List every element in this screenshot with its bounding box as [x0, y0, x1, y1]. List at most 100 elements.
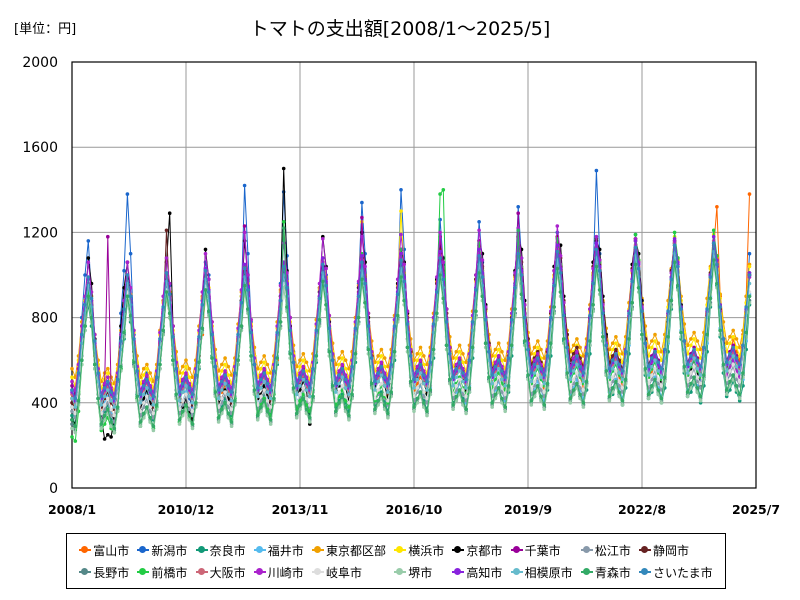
- data-point: [737, 396, 742, 401]
- data-point: [500, 349, 504, 354]
- data-point: [685, 371, 690, 375]
- data-point: [194, 401, 198, 405]
- data-point: [650, 384, 654, 388]
- legend-swatch: [253, 545, 266, 555]
- data-point: [734, 377, 739, 382]
- data-point: [669, 298, 674, 303]
- data-point: [275, 330, 280, 335]
- data-point: [343, 377, 348, 382]
- legend-label: 相模原市: [524, 565, 573, 580]
- chart-title: トマトの支出額[2008/1～2025/5]: [249, 18, 551, 40]
- data-point: [171, 358, 175, 363]
- data-point: [650, 364, 654, 369]
- data-point: [724, 360, 729, 365]
- data-point: [223, 390, 227, 394]
- data-point: [203, 251, 208, 256]
- data-point: [630, 279, 634, 284]
- data-point: [180, 390, 185, 394]
- data-point: [80, 332, 84, 337]
- data-point: [203, 247, 208, 252]
- data-point: [461, 360, 465, 365]
- data-point: [728, 360, 732, 365]
- data-point: [711, 234, 716, 239]
- data-point: [653, 332, 657, 337]
- data-point: [321, 256, 325, 260]
- data-point: [343, 358, 348, 363]
- data-point: [571, 388, 576, 392]
- legend-label: 千葉市: [524, 543, 561, 558]
- data-point: [141, 411, 146, 416]
- data-point: [233, 398, 237, 403]
- data-point: [386, 415, 390, 420]
- data-point: [265, 362, 270, 367]
- data-point: [327, 326, 332, 331]
- data-point: [86, 256, 91, 260]
- data-point: [493, 392, 498, 397]
- data-point: [301, 396, 306, 401]
- legend-swatch: [510, 545, 523, 555]
- data-point: [422, 390, 426, 394]
- data-point: [145, 366, 149, 371]
- data-point: [340, 356, 345, 360]
- data-point: [249, 330, 253, 335]
- data-point: [659, 366, 664, 371]
- data-point: [656, 360, 661, 365]
- data-point: [138, 420, 143, 424]
- x-tick-label: 2022/8: [618, 502, 666, 517]
- data-point: [643, 366, 648, 371]
- data-point: [669, 277, 674, 282]
- data-point: [415, 396, 420, 401]
- data-point: [555, 243, 560, 247]
- data-point: [457, 369, 462, 373]
- data-point: [422, 373, 426, 377]
- y-tick-labels: 0 400 800 1200 1600 2000: [22, 55, 58, 497]
- data-point: [483, 317, 488, 322]
- data-point: [526, 373, 530, 377]
- data-point: [734, 337, 739, 341]
- data-point: [128, 294, 133, 299]
- data-point: [281, 264, 286, 269]
- data-point: [122, 268, 126, 273]
- data-point: [70, 379, 74, 384]
- data-point: [229, 424, 234, 429]
- data-point: [122, 307, 126, 311]
- data-point: [438, 249, 442, 254]
- data-point: [119, 339, 123, 343]
- data-point: [109, 424, 113, 429]
- data-point: [86, 294, 91, 299]
- data-point: [516, 251, 520, 256]
- data-point: [73, 439, 78, 443]
- data-point: [415, 358, 420, 363]
- data-point: [451, 407, 455, 412]
- data-point: [571, 343, 576, 348]
- data-point: [490, 373, 495, 377]
- data-point: [461, 392, 465, 397]
- data-point: [324, 283, 328, 288]
- data-point: [539, 394, 543, 399]
- data-point: [96, 396, 100, 401]
- data-point: [431, 322, 436, 326]
- data-point: [516, 211, 520, 215]
- data-point: [112, 426, 117, 431]
- data-point: [650, 373, 654, 377]
- data-point: [330, 358, 335, 363]
- data-point: [379, 347, 384, 352]
- data-point: [607, 375, 612, 380]
- data-point: [679, 307, 683, 311]
- data-point: [311, 394, 315, 399]
- data-point: [249, 354, 253, 358]
- data-point: [184, 403, 188, 407]
- data-point: [441, 260, 446, 265]
- data-point: [347, 384, 351, 388]
- data-point: [464, 394, 468, 399]
- data-point: [532, 345, 537, 350]
- data-point: [477, 254, 481, 258]
- data-point: [298, 375, 302, 380]
- data-point: [503, 375, 508, 380]
- data-point: [220, 396, 224, 401]
- data-point: [399, 232, 403, 237]
- data-point: [734, 364, 739, 369]
- data-point: [542, 381, 547, 386]
- data-point: [229, 390, 234, 394]
- data-point: [389, 390, 394, 394]
